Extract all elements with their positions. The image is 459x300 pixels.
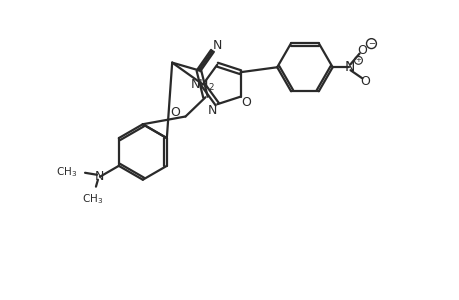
Text: N: N [344,60,354,74]
Text: O: O [359,75,369,88]
Text: CH$_3$: CH$_3$ [82,193,103,206]
Text: +: + [355,57,361,63]
Text: CH$_3$: CH$_3$ [56,165,77,179]
Text: N: N [95,170,104,183]
Text: N: N [207,104,217,117]
Text: N: N [212,39,222,52]
Text: NH$_2$: NH$_2$ [190,78,214,93]
Text: −: − [367,39,374,48]
Text: O: O [170,106,180,119]
Text: O: O [241,96,251,109]
Text: O: O [357,44,367,57]
